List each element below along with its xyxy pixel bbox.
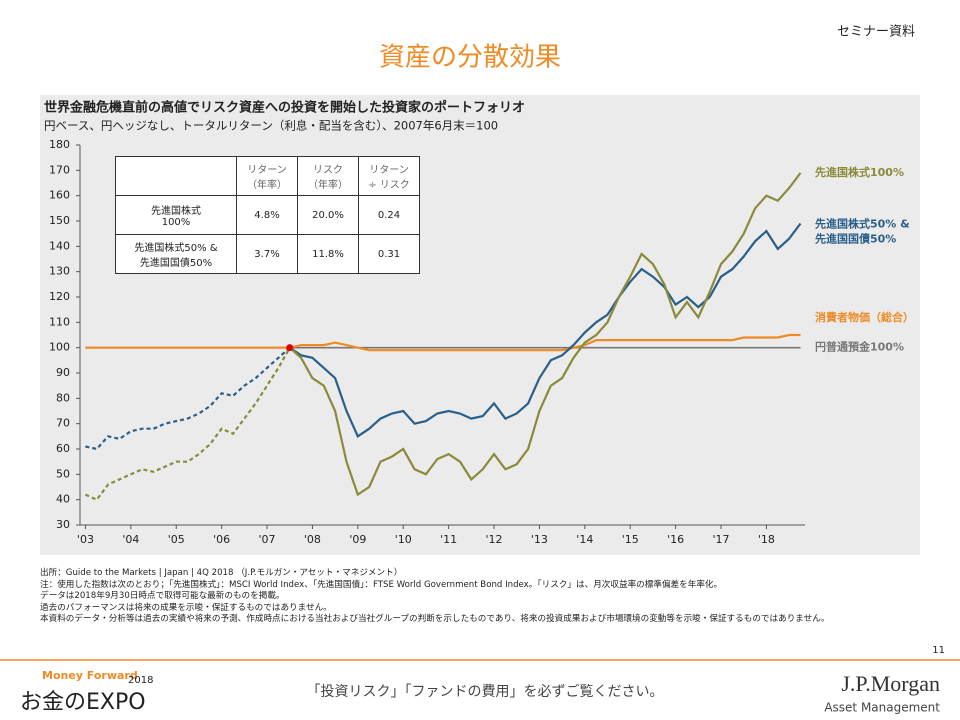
x-tick-label: '09 bbox=[349, 533, 366, 546]
stats-table: リターン （年率） リスク （年率） リターン ÷ リスク 先進国株式 100% 4.8… bbox=[115, 156, 420, 274]
series-line bbox=[85, 346, 291, 451]
table-cell: リスク （年率） bbox=[297, 156, 359, 196]
x-tick-label: '04 bbox=[122, 533, 139, 546]
table-cell: 20.0% bbox=[297, 195, 359, 235]
note: 注：使用した指数は次のとおり；「先進国株式」：MSCI World Index、… bbox=[40, 579, 723, 590]
y-tick-label: 80 bbox=[56, 391, 70, 404]
page-number: 11 bbox=[932, 645, 945, 656]
event: お金のEXPO bbox=[20, 690, 146, 715]
notes: 出所：Guide to the Markets | Japan | 4Q 201… bbox=[40, 568, 930, 626]
y-tick-label: 140 bbox=[49, 239, 70, 252]
company: J.P.Morgan bbox=[841, 671, 940, 696]
table-cell: 0.24 bbox=[358, 195, 420, 235]
y-tick-label: 70 bbox=[56, 417, 70, 430]
note: 過去のパフォーマンスは将来の成果を示唆・保証するものではありません。 bbox=[40, 602, 332, 613]
chart-title: 世界金融危機直前の高値でリスク資産への投資を開始した投資家のポートフォリオ bbox=[44, 100, 525, 116]
table-cell: 11.8% bbox=[297, 234, 359, 274]
y-tick-label: 50 bbox=[56, 467, 70, 480]
y-tick-label: 100 bbox=[49, 341, 70, 354]
series-line bbox=[289, 222, 802, 438]
y-tick-label: 160 bbox=[49, 189, 70, 202]
x-tick-label: '13 bbox=[531, 533, 548, 546]
x-tick-label: '14 bbox=[576, 533, 593, 546]
series-label: 消費者物価（総合） bbox=[815, 310, 914, 324]
x-tick-label: '16 bbox=[667, 533, 684, 546]
series-label: 先進国株式100% bbox=[815, 165, 904, 179]
table-cell: リターン （年率） bbox=[236, 156, 298, 196]
table-cell bbox=[115, 156, 237, 196]
series-label: 円普通預金100% bbox=[815, 340, 904, 354]
x-tick-label: '11 bbox=[440, 533, 457, 546]
table-cell: リターン ÷ リスク bbox=[358, 156, 420, 196]
y-tick-label: 180 bbox=[49, 138, 70, 151]
y-tick-label: 150 bbox=[49, 214, 70, 227]
table-row: 先進国株式 100% 4.8% 20.0% 0.24 bbox=[115, 195, 420, 235]
x-tick-label: '06 bbox=[213, 533, 230, 546]
y-tick-label: 40 bbox=[56, 493, 70, 506]
y-tick-label: 130 bbox=[49, 265, 70, 278]
notice: 「投資リスク」「ファンドの費用」を必ずご覧ください。 bbox=[307, 683, 664, 700]
table-row: 先進国株式50% & 先進国国債50% 3.7% 11.8% 0.31 bbox=[115, 234, 420, 274]
note: 本資料のデータ・分析等は過去の実績や将来の予測、作成時点における当社および当社グ… bbox=[40, 614, 830, 624]
y-tick-label: 110 bbox=[49, 315, 70, 328]
table-cell: 先進国株式 100% bbox=[115, 195, 237, 235]
table-cell: 先進国株式50% & 先進国国債50% bbox=[115, 234, 237, 274]
slide-title: 資産の分散効果 bbox=[379, 43, 561, 73]
x-tick-label: '12 bbox=[486, 533, 503, 546]
x-tick-label: '08 bbox=[304, 533, 321, 546]
y-tick-label: 60 bbox=[56, 442, 70, 455]
start-marker bbox=[286, 344, 294, 352]
note: 出所：Guide to the Markets | Japan | 4Q 201… bbox=[40, 568, 403, 578]
x-tick-label: '10 bbox=[395, 533, 412, 546]
series-line bbox=[288, 172, 802, 497]
series-line bbox=[84, 347, 291, 502]
series-label: 先進国株式50% &先進国国債50% bbox=[815, 217, 910, 246]
x-tick-label: '07 bbox=[259, 533, 276, 546]
x-tick-label: '05 bbox=[168, 533, 185, 546]
y-tick-label: 120 bbox=[49, 290, 70, 303]
y-tick-label: 30 bbox=[56, 518, 70, 531]
slide-tag: セミナー資料 bbox=[837, 25, 915, 40]
x-tick-label: '18 bbox=[758, 533, 775, 546]
brand: Money Forward bbox=[42, 669, 138, 682]
y-tick-label: 170 bbox=[49, 163, 70, 176]
table-cell: 0.31 bbox=[358, 234, 420, 274]
year: 2018 bbox=[128, 675, 153, 686]
table-cell: 3.7% bbox=[236, 234, 298, 274]
x-tick-label: '03 bbox=[77, 533, 94, 546]
series-line bbox=[85, 333, 801, 352]
y-tick-label: 90 bbox=[56, 366, 70, 379]
x-tick-label: '15 bbox=[622, 533, 639, 546]
chart-subtitle: 円ベース、円ヘッジなし、トータルリターン（利息・配当を含む）、2007年6月末＝… bbox=[44, 119, 498, 133]
division: Asset Management bbox=[824, 701, 940, 715]
table-row: リターン （年率） リスク （年率） リターン ÷ リスク bbox=[115, 156, 420, 196]
x-tick-label: '17 bbox=[712, 533, 729, 546]
table-cell: 4.8% bbox=[236, 195, 298, 235]
note: データは2018年9月30日時点で取得可能な最新のものを掲載。 bbox=[40, 591, 285, 601]
